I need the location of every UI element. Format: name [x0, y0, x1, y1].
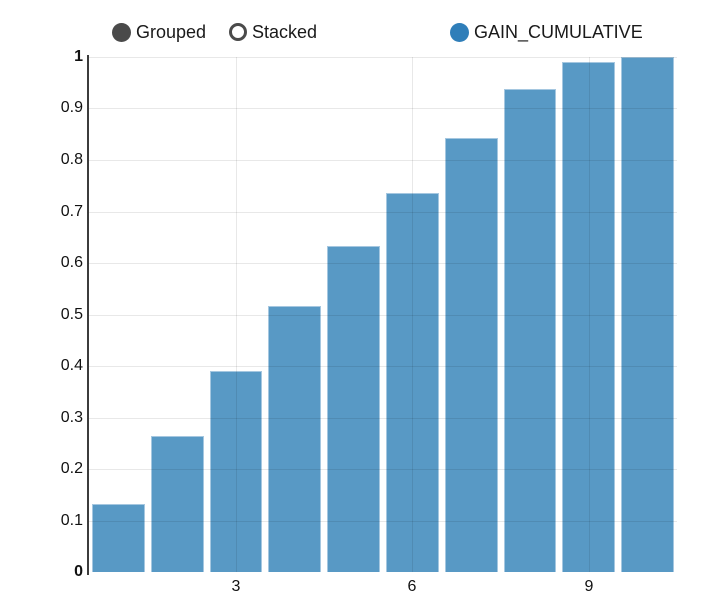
bar-category-9[interactable]: [562, 62, 616, 572]
legend-item-gain-cumulative[interactable]: GAIN_CUMULATIVE: [450, 21, 643, 43]
y-tick-label-0.9: 0.9: [60, 99, 83, 116]
y-tick-label-0.6: 0.6: [60, 254, 83, 271]
bar-category-6[interactable]: [386, 193, 439, 572]
y-tick-label-0.7: 0.7: [60, 203, 83, 220]
y-tick-label-0: 0: [74, 563, 83, 580]
y-tick-label-0.5: 0.5: [60, 306, 83, 323]
bar-category-4[interactable]: [268, 306, 322, 572]
bar-category-10[interactable]: [621, 57, 674, 572]
bar-category-1[interactable]: [92, 504, 145, 572]
y-tick-label-0.2: 0.2: [60, 460, 83, 477]
legend-series-dot-icon: [450, 22, 469, 42]
grouped-radio-label[interactable]: Grouped: [136, 22, 207, 42]
x-tick-label-3: 3: [231, 578, 241, 595]
y-axis-line: [87, 55, 89, 575]
y-tick-label-1: 1: [74, 48, 83, 65]
bar-category-7[interactable]: [444, 138, 498, 572]
y-tick-label-0.4: 0.4: [60, 357, 83, 374]
stacked-radio-label[interactable]: Stacked: [252, 22, 318, 42]
y-tick-label-0.1: 0.1: [60, 512, 83, 529]
grouped-radio-selected-icon[interactable]: [112, 22, 131, 42]
x-tick-label-6: 6: [407, 578, 417, 595]
y-tick-label-0.8: 0.8: [60, 151, 83, 168]
chart-controls: Grouped Stacked GAIN_CUMULATIVE: [0, 0, 717, 50]
bar-category-3[interactable]: [209, 371, 263, 572]
x-tick-label-9: 9: [584, 578, 594, 595]
grouped-radio[interactable]: Grouped: [112, 21, 206, 43]
bar-category-8[interactable]: [503, 89, 557, 572]
legend-series-label: GAIN_CUMULATIVE: [474, 22, 643, 42]
y-tick-label-0.3: 0.3: [60, 409, 83, 426]
bar-category-5[interactable]: [327, 246, 380, 572]
stacked-radio-unselected-icon[interactable]: [229, 23, 247, 41]
bar-category-2[interactable]: [150, 436, 204, 572]
gridline-y-1: [89, 57, 677, 58]
stacked-radio[interactable]: Stacked: [229, 21, 317, 43]
